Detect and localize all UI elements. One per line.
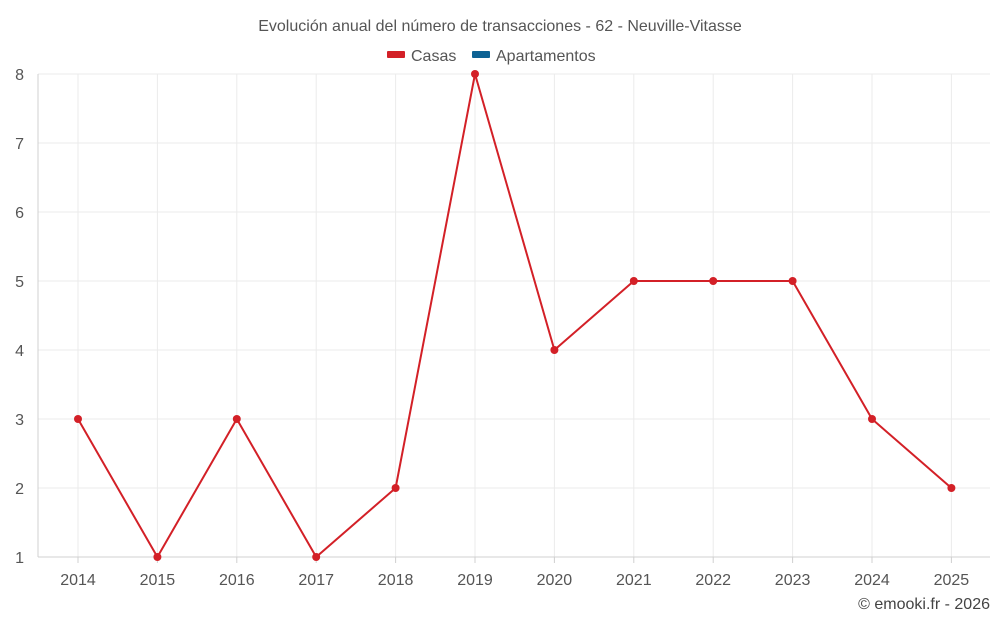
data-point-2016 [232, 415, 241, 423]
y-tick-labels: 1 2 3 4 5 6 7 8 [15, 67, 24, 567]
y-tick-label-8: 8 [15, 67, 24, 84]
x-tick-label-2021: 2021 [616, 572, 652, 589]
x-tick-label-2016: 2016 [219, 572, 255, 589]
x-tick-label-2015: 2015 [140, 572, 176, 589]
data-point-2024 [868, 415, 876, 423]
x-tick-label-2024: 2024 [854, 572, 890, 589]
y-gridlines [38, 73, 990, 489]
y-tick-label-2: 2 [15, 481, 24, 498]
x-tick-label-2025: 2025 [934, 572, 970, 589]
y-tick-label-1: 1 [15, 550, 24, 567]
x-tick-label-2022: 2022 [695, 572, 731, 589]
data-point-2025 [947, 484, 956, 492]
x-tick-label-2023: 2023 [775, 572, 811, 589]
y-tick-label-6: 6 [15, 205, 24, 222]
data-point-2019 [471, 70, 479, 78]
data-point-2017 [312, 553, 321, 561]
series-line-casas [77, 73, 953, 558]
legend-label-casas: Casas [411, 48, 456, 65]
series-casas [74, 70, 956, 561]
legend-label-apartamentos: Apartamentos [496, 48, 596, 65]
y-tick-label-4: 4 [15, 343, 24, 360]
legend-item-casas[interactable]: Casas [387, 48, 456, 65]
x-tick-label-2019: 2019 [457, 572, 493, 589]
credit-text: © emooki.fr - 2026 [858, 596, 990, 613]
legend-swatch-casas [387, 51, 405, 58]
x-tick-label-2014: 2014 [60, 572, 96, 589]
y-tick-label-3: 3 [15, 412, 24, 429]
y-tick-label-7: 7 [15, 136, 24, 153]
legend: Casas Apartamentos [387, 48, 596, 65]
legend-item-apartamentos[interactable]: Apartamentos [472, 48, 596, 65]
chart-title: Evolución anual del número de transaccio… [258, 18, 742, 35]
x-gridlines [77, 74, 952, 557]
data-point-2022 [709, 277, 718, 285]
data-point-2014 [74, 415, 82, 423]
x-tick-label-2020: 2020 [537, 572, 573, 589]
x-tick-label-2017: 2017 [298, 572, 334, 589]
data-point-2018 [391, 484, 400, 492]
x-tick-labels: 2014 2015 2016 2017 2018 2019 2020 2021 2022 2023… [60, 572, 969, 589]
x-tick-label-2018: 2018 [378, 572, 414, 589]
data-point-2023 [788, 277, 797, 285]
legend-swatch-apartamentos [472, 51, 490, 58]
y-tick-label-5: 5 [15, 274, 24, 291]
axes [37, 74, 990, 563]
data-point-2021 [629, 277, 638, 285]
data-point-2015 [153, 553, 162, 561]
data-point-2020 [550, 346, 559, 354]
